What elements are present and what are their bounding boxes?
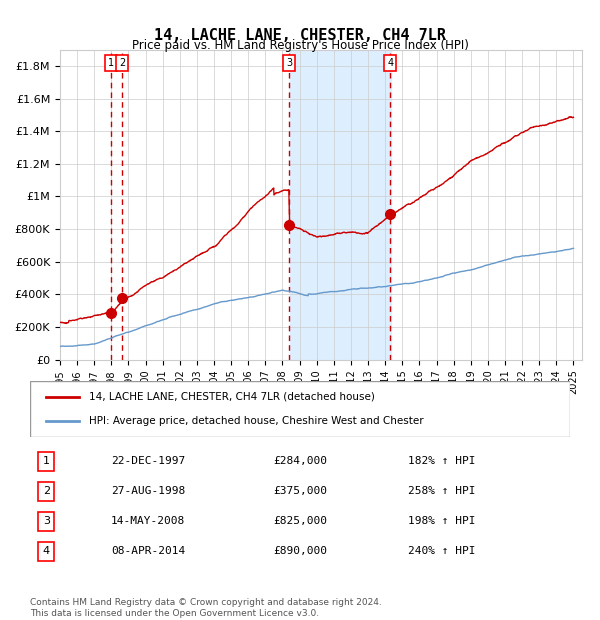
FancyBboxPatch shape xyxy=(30,381,570,437)
Text: 258% ↑ HPI: 258% ↑ HPI xyxy=(408,487,476,497)
Text: 27-AUG-1998: 27-AUG-1998 xyxy=(111,487,185,497)
Text: £825,000: £825,000 xyxy=(273,516,327,526)
Text: 2: 2 xyxy=(119,58,125,68)
Text: 240% ↑ HPI: 240% ↑ HPI xyxy=(408,546,476,556)
Text: 4: 4 xyxy=(43,546,50,556)
Text: 182% ↑ HPI: 182% ↑ HPI xyxy=(408,456,476,466)
Text: £375,000: £375,000 xyxy=(273,487,327,497)
Text: 08-APR-2014: 08-APR-2014 xyxy=(111,546,185,556)
Text: 14, LACHE LANE, CHESTER, CH4 7LR (detached house): 14, LACHE LANE, CHESTER, CH4 7LR (detach… xyxy=(89,392,375,402)
Text: 3: 3 xyxy=(286,58,292,68)
Text: 2: 2 xyxy=(43,487,50,497)
Text: £890,000: £890,000 xyxy=(273,546,327,556)
Text: 198% ↑ HPI: 198% ↑ HPI xyxy=(408,516,476,526)
Text: 1: 1 xyxy=(43,456,50,466)
Text: £284,000: £284,000 xyxy=(273,456,327,466)
Text: 14, LACHE LANE, CHESTER, CH4 7LR: 14, LACHE LANE, CHESTER, CH4 7LR xyxy=(154,28,446,43)
Text: 4: 4 xyxy=(387,58,393,68)
Text: 14-MAY-2008: 14-MAY-2008 xyxy=(111,516,185,526)
Text: 22-DEC-1997: 22-DEC-1997 xyxy=(111,456,185,466)
Text: HPI: Average price, detached house, Cheshire West and Chester: HPI: Average price, detached house, Ches… xyxy=(89,417,424,427)
Text: Price paid vs. HM Land Registry's House Price Index (HPI): Price paid vs. HM Land Registry's House … xyxy=(131,39,469,52)
Text: Contains HM Land Registry data © Crown copyright and database right 2024.
This d: Contains HM Land Registry data © Crown c… xyxy=(30,598,382,618)
Text: 3: 3 xyxy=(43,516,50,526)
Text: 1: 1 xyxy=(107,58,113,68)
Bar xyxy=(290,50,391,360)
